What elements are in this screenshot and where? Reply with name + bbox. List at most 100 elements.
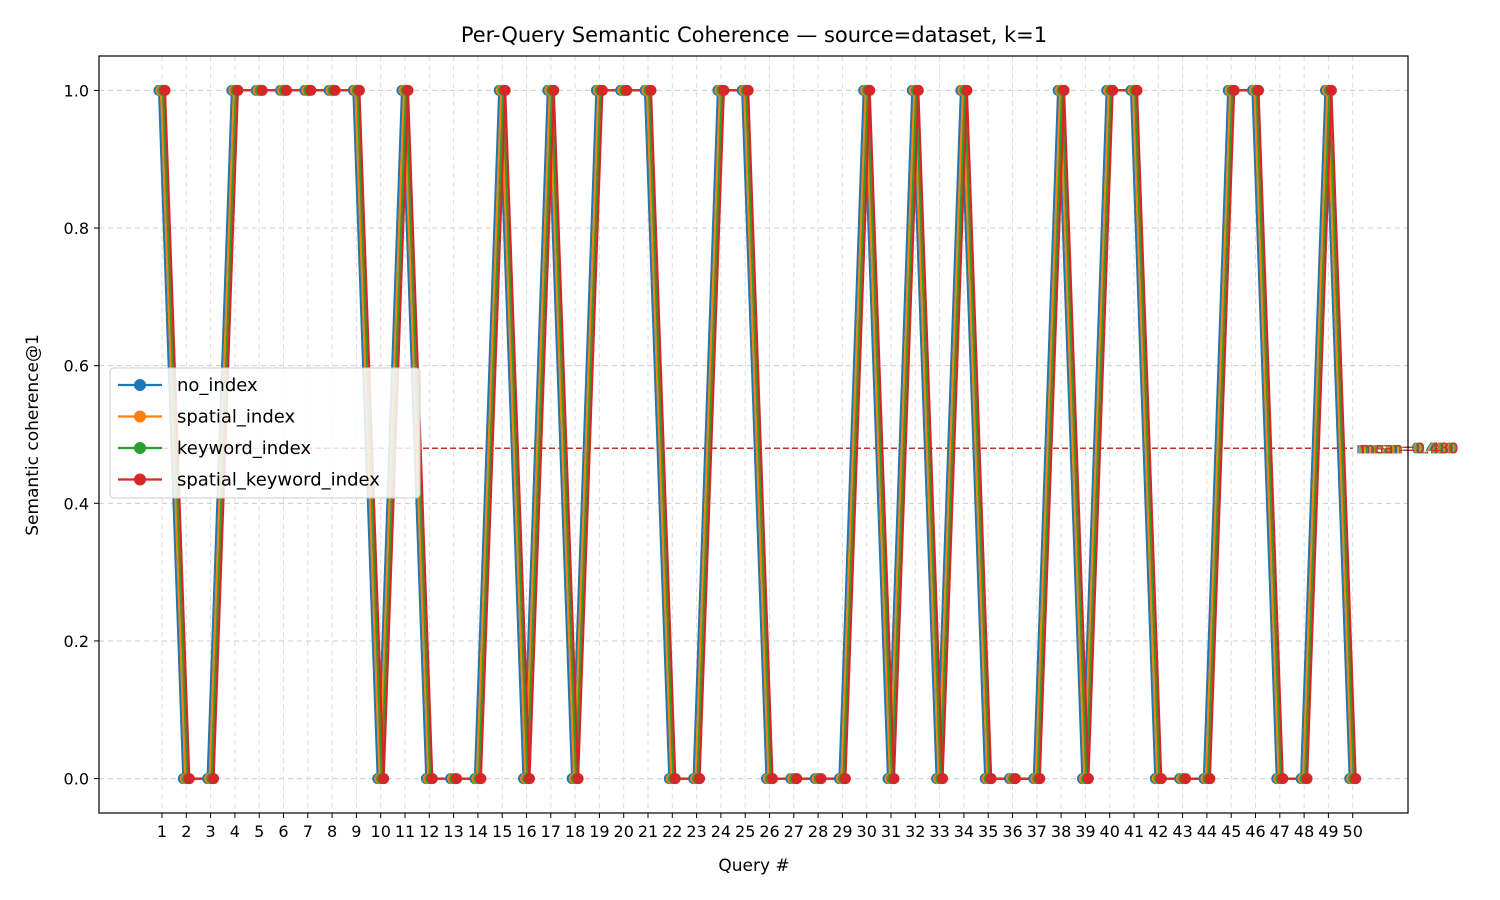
data-point-spatial_keyword_index	[329, 84, 341, 96]
x-tick-label: 20	[614, 822, 634, 841]
data-point-spatial_keyword_index	[694, 773, 706, 785]
chart-title: Per-Query Semantic Coherence — source=da…	[461, 23, 1047, 47]
data-point-spatial_keyword_index	[1010, 773, 1021, 785]
data-point-spatial_keyword_index	[353, 84, 365, 96]
series-line-no_index	[157, 89, 1351, 780]
y-tick-label: 1.0	[64, 81, 89, 100]
legend: no_index spatial_index keyword_indexspatia…	[109, 367, 421, 499]
y-tick-label: 0.6	[64, 357, 89, 376]
data-point-spatial_keyword_index	[1155, 773, 1167, 785]
x-tick-label: 17	[541, 822, 561, 841]
data-point-spatial_keyword_index	[232, 84, 244, 96]
data-point-spatial_keyword_index	[839, 773, 851, 785]
x-tick-label: 4	[230, 822, 240, 841]
x-tick-label: 47	[1270, 822, 1290, 841]
legend-marker-keyword_index	[134, 442, 146, 454]
data-point-spatial_keyword_index	[378, 773, 390, 785]
x-tick-label: 27	[784, 822, 804, 841]
x-tick-label: 43	[1172, 822, 1192, 841]
x-tick-label: 48	[1294, 822, 1314, 841]
data-point-spatial_keyword_index	[1204, 773, 1216, 785]
data-point-spatial_keyword_index	[475, 773, 487, 785]
x-tick-label: 12	[419, 822, 439, 841]
legend-marker-spatial_keyword_index	[134, 473, 146, 486]
data-point-spatial_keyword_index	[937, 773, 949, 785]
x-tick-label: 2	[181, 822, 191, 841]
plot-frame	[98, 55, 1409, 814]
data-point-spatial_keyword_index	[183, 773, 195, 785]
x-tick-label: 21	[638, 822, 658, 841]
data-point-spatial_keyword_index	[1277, 773, 1289, 785]
x-tick-label: 32	[905, 822, 925, 841]
x-tick-label: 26	[759, 822, 779, 841]
data-point-spatial_keyword_index	[524, 773, 535, 785]
x-axis-title: Query #	[718, 856, 789, 876]
data-point-spatial_keyword_index	[1350, 773, 1362, 785]
mean-label-spatial_index: mean=0.480	[1358, 439, 1456, 457]
data-point-spatial_keyword_index	[1325, 84, 1337, 96]
data-point-spatial_keyword_index	[621, 84, 633, 96]
x-tick-label: 10	[371, 822, 391, 841]
x-tick-label: 11	[395, 822, 415, 841]
data-point-spatial_keyword_index	[961, 84, 973, 96]
x-tick-label: 23	[686, 822, 706, 841]
data-point-spatial_keyword_index	[1082, 773, 1094, 785]
data-point-spatial_keyword_index	[451, 773, 463, 785]
x-tick-label: 18	[565, 822, 585, 841]
data-point-spatial_keyword_index	[159, 84, 171, 96]
x-tick-label: 8	[327, 822, 337, 841]
x-tick-label: 7	[303, 822, 313, 841]
data-point-spatial_keyword_index	[791, 773, 803, 785]
y-tick-label: 0.0	[64, 770, 89, 789]
y-axis-title: Semantic coherence@1	[23, 334, 43, 536]
legend-box	[109, 367, 421, 499]
data-point-spatial_keyword_index	[208, 773, 220, 785]
x-tick-label: 36	[1002, 822, 1022, 841]
x-tick-label: 45	[1221, 822, 1241, 841]
data-point-spatial_keyword_index	[402, 84, 414, 96]
series-line-keyword_index	[161, 89, 1355, 780]
x-tick-label: 29	[832, 822, 852, 841]
x-tick-label: 46	[1245, 822, 1265, 841]
data-point-spatial_keyword_index	[912, 84, 924, 96]
data-point-spatial_keyword_index	[985, 773, 997, 785]
legend-label-spatial_keyword_index: spatial_keyword_index	[177, 470, 380, 491]
mean-label-no_index: mean=0.480	[1356, 439, 1454, 457]
data-point-spatial_keyword_index	[767, 773, 778, 785]
data-point-spatial_keyword_index	[888, 773, 900, 785]
x-tick-label: 30	[857, 822, 877, 841]
x-tick-label: 34	[954, 822, 974, 841]
x-tick-label: 5	[254, 822, 264, 841]
data-point-spatial_keyword_index	[1180, 773, 1192, 785]
x-tick-label: 50	[1343, 822, 1363, 841]
x-tick-label: 22	[662, 822, 682, 841]
data-point-spatial_keyword_index	[548, 84, 560, 96]
x-tick-label: 16	[516, 822, 536, 841]
x-tick-label: 49	[1318, 822, 1338, 841]
data-point-spatial_keyword_index	[645, 84, 657, 96]
x-tick-label: 35	[978, 822, 998, 841]
data-point-spatial_keyword_index	[742, 84, 754, 96]
x-tick-label: 9	[351, 822, 361, 841]
data-point-spatial_keyword_index	[669, 773, 681, 785]
x-tick-label: 3	[206, 822, 216, 841]
data-point-spatial_keyword_index	[1253, 84, 1264, 96]
x-tick-label: 19	[589, 822, 609, 841]
data-point-spatial_keyword_index	[718, 84, 730, 96]
x-tick-label: 6	[278, 822, 288, 841]
x-tick-label: 33	[929, 822, 949, 841]
y-tick-label: 0.4	[64, 494, 89, 513]
x-tick-label: 15	[492, 822, 512, 841]
y-tick-label: 0.2	[64, 632, 89, 651]
data-point-spatial_keyword_index	[1131, 84, 1143, 96]
x-tick-label: 25	[735, 822, 755, 841]
data-point-spatial_keyword_index	[499, 84, 511, 96]
x-tick-label: 1	[157, 822, 167, 841]
x-tick-label: 14	[468, 822, 488, 841]
x-tick-label: 37	[1027, 822, 1047, 841]
data-point-spatial_keyword_index	[596, 84, 608, 96]
y-tick-label: 0.8	[64, 219, 89, 238]
x-tick-label: 38	[1051, 822, 1071, 841]
data-point-spatial_keyword_index	[1107, 84, 1119, 96]
